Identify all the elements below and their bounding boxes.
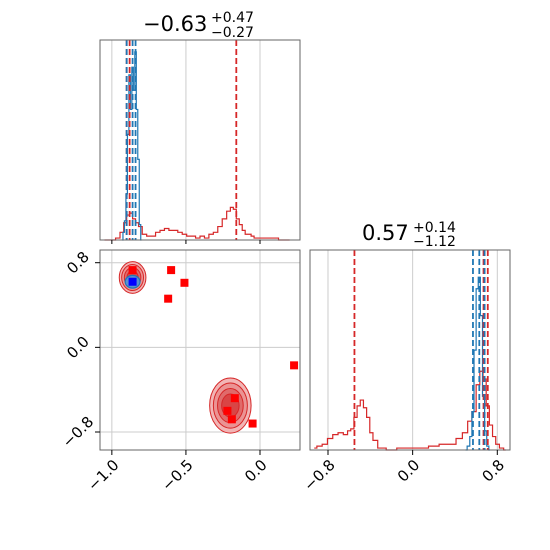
title-param-2: 0.57 +0.14 −1.12 xyxy=(362,220,456,250)
title-param-1-plus: +0.47 xyxy=(211,10,254,26)
scatter-y-tick-label-0: −0.8 xyxy=(59,413,97,451)
scatter-x-tick-label-2: 0.0 xyxy=(241,456,271,486)
hist-p2-red-series xyxy=(314,370,506,451)
title-param-1: −0.63 +0.47 −0.27 xyxy=(143,10,254,41)
scatter-y-tick-label-2: 0.8 xyxy=(63,248,93,278)
histogram-param-2-panel xyxy=(309,249,511,451)
hist-p2-x-tick-label-0: −0.8 xyxy=(300,456,338,494)
title-param-2-value: 0.57 xyxy=(362,221,409,245)
scatter-x-tick-label-1: −0.5 xyxy=(158,456,196,494)
hist-p2-x-tick-label-2: 0.8 xyxy=(478,456,508,486)
histogram-param-1-grid xyxy=(111,40,261,240)
hist-p2-x-tick-label-1: 0.0 xyxy=(394,456,424,486)
red-point-6 xyxy=(227,415,236,424)
red-point-3 xyxy=(164,294,173,303)
red-point-2 xyxy=(180,278,189,287)
red-point-4 xyxy=(230,394,239,403)
blue-point-0 xyxy=(128,277,137,286)
title-param-1-minus: −0.27 xyxy=(211,25,254,41)
red-point-1 xyxy=(167,266,176,275)
red-point-8 xyxy=(290,361,299,370)
title-param-2-minus: −1.12 xyxy=(413,234,456,250)
title-param-2-plus: +0.14 xyxy=(413,220,456,236)
scatter-frame xyxy=(99,249,301,451)
scatter-panel xyxy=(99,249,301,451)
red-point-0 xyxy=(128,266,137,275)
hist-p2-blue-series xyxy=(465,276,490,451)
histogram-param-1-panel xyxy=(99,39,301,241)
histogram-param-1-marks xyxy=(104,40,290,241)
scatter-x-tick-label-0: −1.0 xyxy=(84,456,122,494)
red-point-7 xyxy=(248,419,257,428)
histogram-param-2-frame xyxy=(309,249,511,451)
red-point-5 xyxy=(223,406,232,415)
scatter-marks xyxy=(118,261,299,434)
histogram-param-1-frame xyxy=(99,39,301,241)
scatter-y-tick-label-1: 0.0 xyxy=(63,333,93,363)
title-param-1-value: −0.63 xyxy=(143,12,207,36)
histogram-param-2-marks xyxy=(314,250,506,451)
histogram-param-2-grid xyxy=(327,250,498,450)
